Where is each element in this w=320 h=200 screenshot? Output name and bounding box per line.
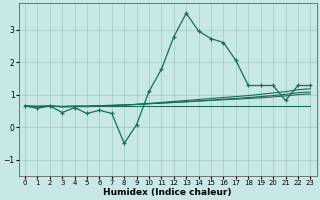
X-axis label: Humidex (Indice chaleur): Humidex (Indice chaleur)	[103, 188, 232, 197]
